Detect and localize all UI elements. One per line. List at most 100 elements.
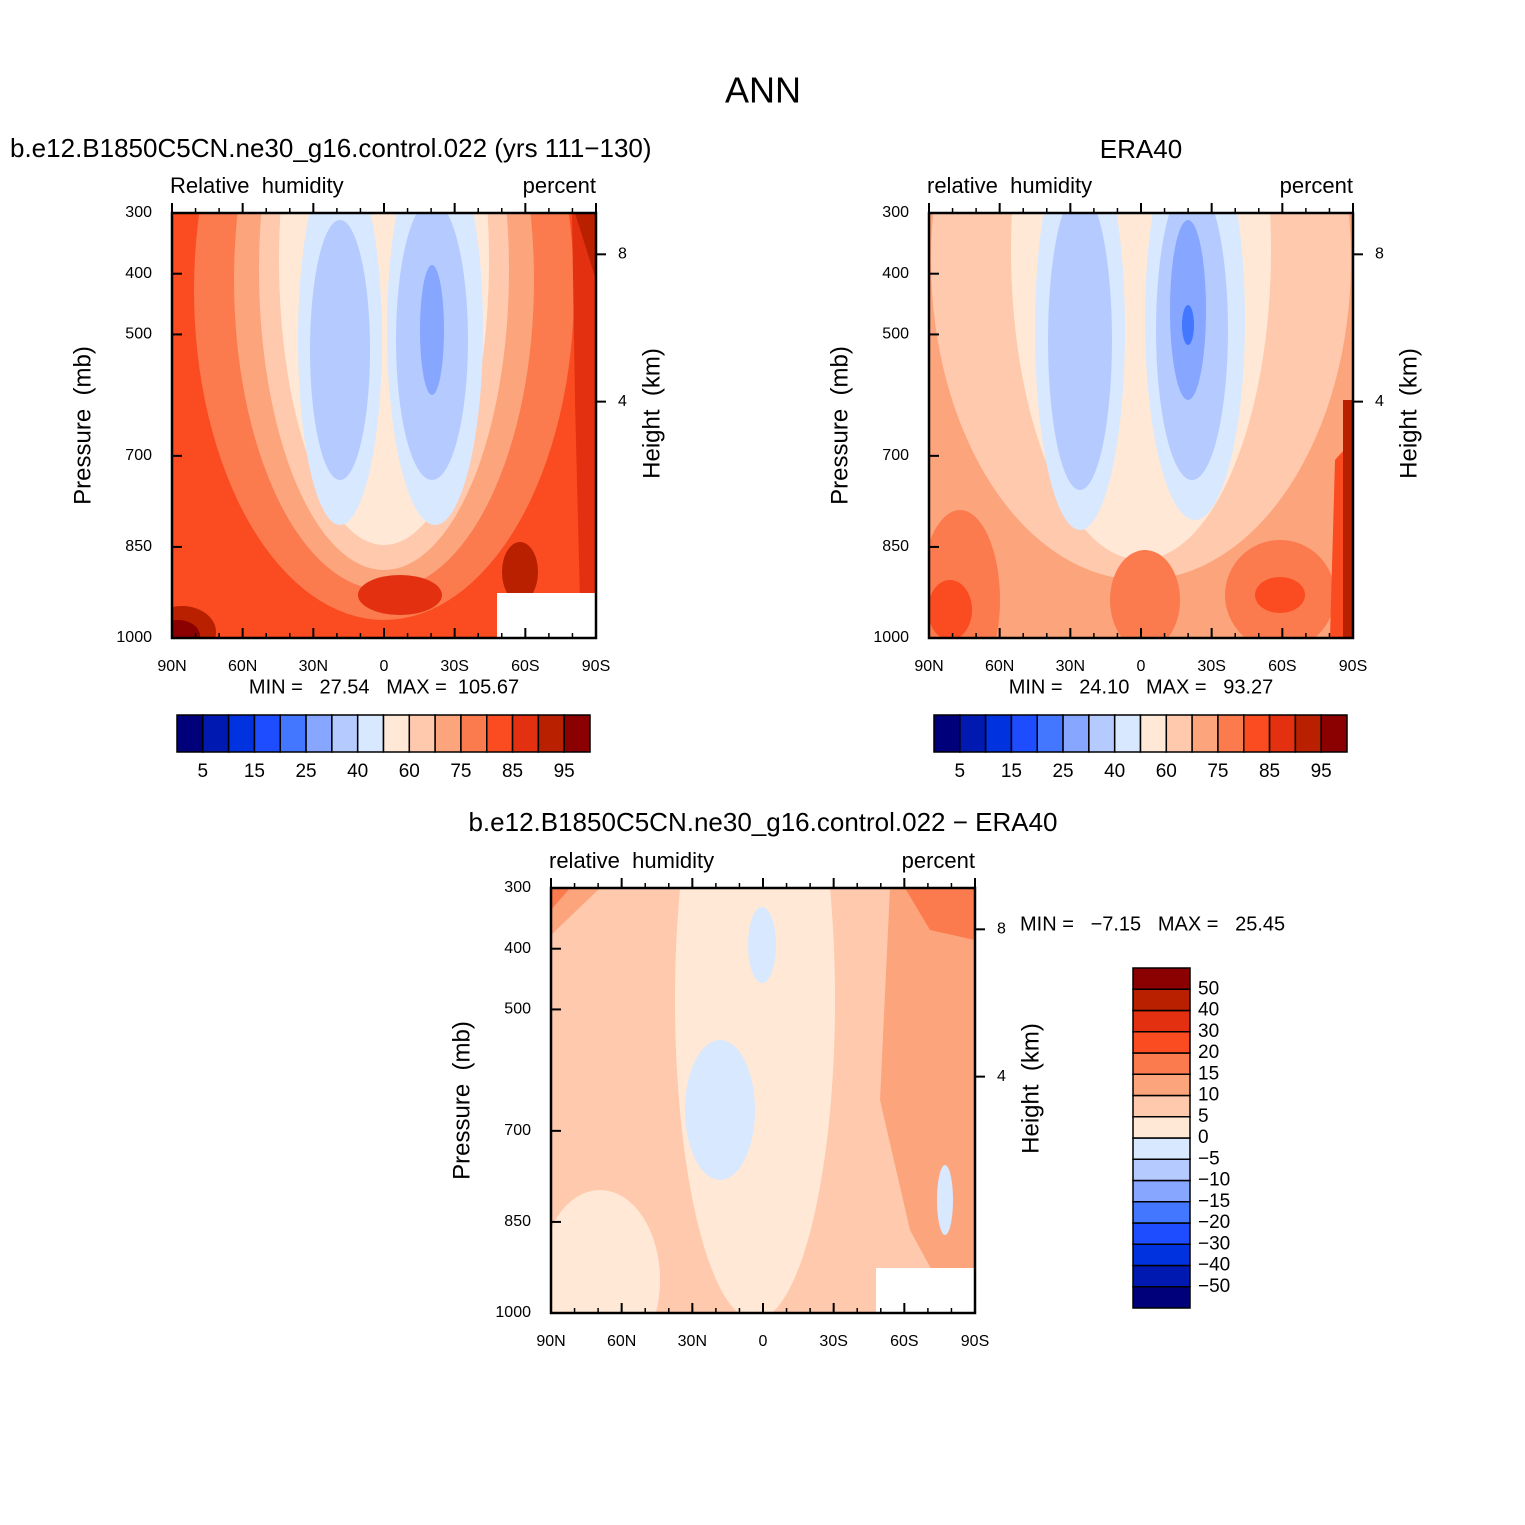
subtitle-right: percent — [1280, 173, 1353, 198]
y-tick-label: 300 — [882, 204, 909, 221]
x-tick-label: 30N — [678, 1333, 707, 1350]
colorbar-box — [1132, 1116, 1191, 1139]
y2-tick-label: 4 — [997, 1068, 1006, 1085]
colorbar-box — [1132, 1222, 1191, 1245]
colorbar-label: 85 — [502, 761, 523, 782]
colorbar-box — [1036, 714, 1064, 753]
y-tick-label: 500 — [882, 326, 909, 343]
colorbar-label: 5 — [1198, 1106, 1209, 1127]
panel-title: b.e12.B1850C5CN.ne30_g16.control.022 (yr… — [10, 133, 652, 163]
colorbar-box — [1132, 1158, 1191, 1182]
colorbar-label: −10 — [1198, 1170, 1230, 1191]
colorbar-box — [984, 714, 1013, 753]
x-tick-label: 90S — [582, 658, 610, 675]
colorbar-box — [1132, 1073, 1191, 1097]
y2-axis-label: Height (km) — [1017, 1023, 1044, 1154]
y2-tick-label: 8 — [618, 246, 627, 263]
x-tick-label: 30N — [1056, 658, 1085, 675]
colorbar-box — [408, 714, 436, 753]
colorbar-box — [382, 714, 411, 753]
colorbar-label: 50 — [1198, 978, 1219, 999]
y2-axis-label: Height (km) — [638, 348, 665, 479]
x-tick-label: 60S — [1268, 658, 1296, 675]
y-tick-label: 1000 — [873, 629, 909, 646]
colorbar-box — [1320, 714, 1348, 753]
y-tick-label: 850 — [882, 538, 909, 555]
colorbar-box — [1132, 1286, 1191, 1309]
x-tick-label: 60N — [607, 1333, 636, 1350]
colorbar-label: 0 — [1198, 1127, 1209, 1148]
colorbar-box — [933, 714, 961, 753]
y-tick-label: 500 — [125, 326, 152, 343]
colorbar-box — [959, 714, 987, 753]
colorbar-label: 30 — [1198, 1021, 1219, 1042]
colorbar-box — [1132, 967, 1191, 990]
colorbar-box — [1165, 714, 1193, 753]
y2-tick-label: 4 — [1375, 393, 1384, 410]
x-tick-label: 90N — [157, 658, 186, 675]
colorbar-box — [279, 714, 307, 753]
subtitle-right: percent — [523, 173, 596, 198]
y-tick-label: 700 — [882, 447, 909, 464]
colorbar-label: 40 — [347, 761, 368, 782]
colorbar-box — [1243, 714, 1271, 753]
colorbar-box — [1132, 1201, 1191, 1224]
colorbar-label: 95 — [554, 761, 575, 782]
y-tick-label: 300 — [125, 204, 152, 221]
y-tick-label: 700 — [125, 447, 152, 464]
colorbar-label: −40 — [1198, 1255, 1230, 1276]
y-axis-label: Pressure (mb) — [69, 346, 96, 505]
colorbar-box — [511, 714, 540, 753]
y-tick-label: 300 — [504, 879, 531, 896]
colorbar-box — [1132, 1094, 1191, 1118]
x-tick-label: 30N — [299, 658, 328, 675]
colorbar-box — [460, 714, 488, 753]
contour-field — [929, 213, 1353, 638]
x-tick-label: 60N — [228, 658, 257, 675]
subtitle-left: Relative humidity — [170, 173, 344, 198]
colorbar-box — [253, 714, 281, 753]
colorbar-label: 75 — [450, 761, 471, 782]
colorbar-label: −20 — [1198, 1212, 1230, 1233]
x-tick-label: 60S — [511, 658, 539, 675]
y2-axis-label: Height (km) — [1395, 348, 1422, 479]
min-max: MIN = 24.10 MAX = 93.27 — [1009, 676, 1274, 698]
min-max: MIN = −7.15 MAX = 25.45 — [1020, 913, 1285, 935]
colorbar-box — [1132, 1009, 1191, 1033]
colorbar-box — [1010, 714, 1038, 753]
colorbar-box — [1268, 714, 1297, 753]
colorbar-label: 25 — [1052, 761, 1073, 782]
colorbar-label: 5 — [198, 761, 209, 782]
x-tick-label: 0 — [759, 1333, 768, 1350]
colorbar-label: 5 — [955, 761, 966, 782]
colorbar-label: −30 — [1198, 1233, 1230, 1254]
x-tick-label: 30S — [819, 1333, 847, 1350]
y-tick-label: 400 — [125, 265, 152, 282]
colorbar-label: −15 — [1198, 1191, 1230, 1212]
colorbar-box — [1132, 1264, 1191, 1288]
colorbar-box — [1191, 714, 1219, 753]
x-tick-label: 0 — [380, 658, 389, 675]
figure-title: ANN — [725, 70, 801, 111]
y-tick-label: 400 — [504, 940, 531, 957]
colorbar-label: 75 — [1207, 761, 1228, 782]
colorbar-box — [305, 714, 333, 753]
colorbar-label: −50 — [1198, 1276, 1230, 1297]
colorbar-label: 60 — [1156, 761, 1177, 782]
x-tick-label: 30S — [1197, 658, 1225, 675]
colorbar-box — [1132, 1052, 1191, 1075]
y2-tick-label: 8 — [1375, 246, 1384, 263]
subtitle-right: percent — [902, 848, 975, 873]
colorbar-box — [1132, 988, 1191, 1012]
contour-field — [172, 213, 596, 638]
y-tick-label: 400 — [882, 265, 909, 282]
colorbar-box — [563, 714, 591, 753]
colorbar-label: 60 — [399, 761, 420, 782]
x-tick-label: 90N — [914, 658, 943, 675]
colorbar-box — [1294, 714, 1322, 753]
panel-title: b.e12.B1850C5CN.ne30_g16.control.022 − E… — [468, 807, 1057, 837]
y-axis-label: Pressure (mb) — [448, 1021, 475, 1180]
colorbar-box — [331, 714, 359, 753]
colorbar-label: −5 — [1198, 1148, 1220, 1169]
